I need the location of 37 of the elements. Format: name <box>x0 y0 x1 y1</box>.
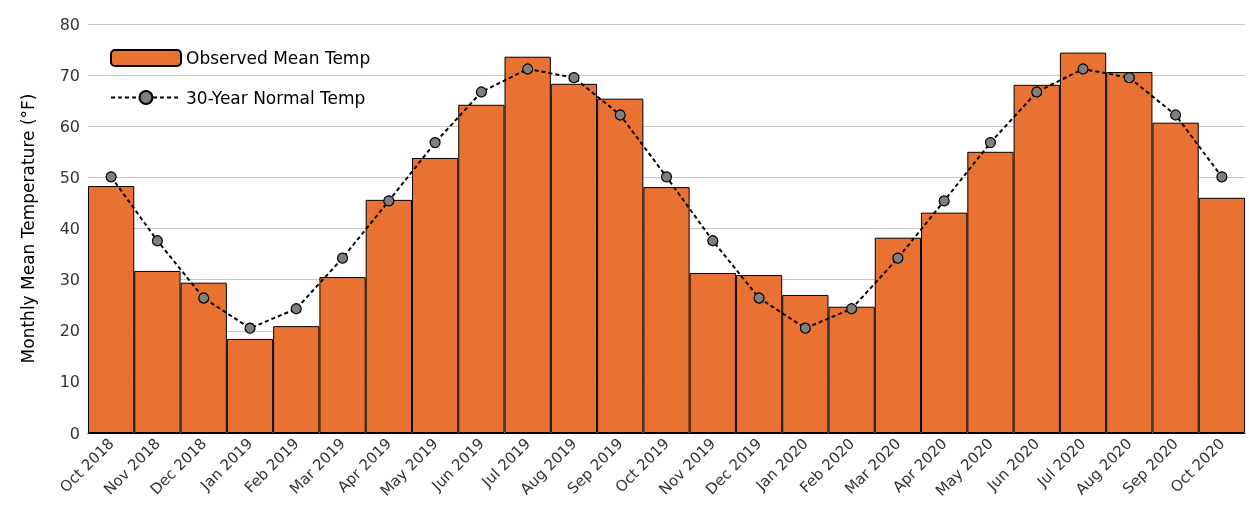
point <box>984 137 997 149</box>
y-tick-label: 60 <box>59 116 80 136</box>
point <box>105 171 117 183</box>
y-tick-label: 40 <box>59 219 80 238</box>
legend-label: Observed Mean Temp <box>186 48 371 68</box>
point <box>336 252 349 264</box>
y-tick-label: 50 <box>59 167 80 187</box>
point <box>1216 171 1228 183</box>
point <box>1123 72 1135 84</box>
legend-label: 30-Year Normal Temp <box>186 87 366 108</box>
point <box>753 292 765 304</box>
point <box>383 195 395 207</box>
y-tick-label: 80 <box>59 14 80 34</box>
point <box>660 171 673 183</box>
point <box>892 252 904 264</box>
point <box>1077 63 1089 75</box>
point <box>938 195 950 207</box>
point <box>429 137 441 149</box>
y-tick-label: 30 <box>59 270 80 290</box>
point <box>290 303 302 315</box>
y-tick-label: 10 <box>59 372 80 392</box>
point <box>151 235 164 247</box>
point <box>522 63 534 75</box>
point <box>614 109 626 121</box>
y-tick-label: 0 <box>69 423 80 443</box>
point <box>568 72 580 84</box>
point <box>198 292 210 304</box>
point <box>1031 86 1043 98</box>
point <box>1169 109 1182 121</box>
point <box>475 86 487 98</box>
point <box>244 322 256 334</box>
y-axis-title: Monthly Mean Temperature (°F) <box>17 93 38 364</box>
y-tick-label: 70 <box>59 65 80 85</box>
point <box>707 235 719 247</box>
point <box>846 303 858 315</box>
point <box>799 322 811 334</box>
y-tick-label: 20 <box>59 321 80 341</box>
